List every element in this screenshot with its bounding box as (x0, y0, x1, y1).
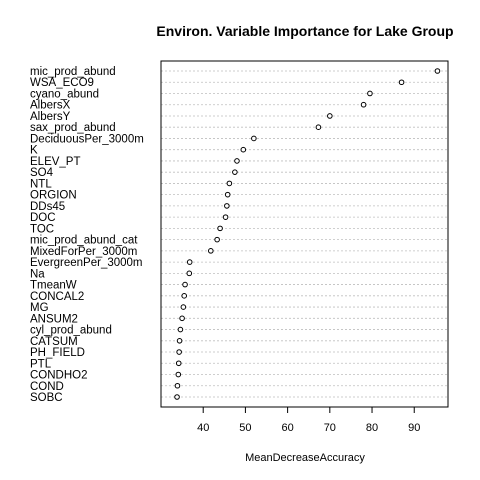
data-point (214, 236, 220, 243)
variable-label: ELEV_PT (30, 156, 81, 168)
data-point (174, 394, 180, 400)
x-tick-label: 90 (408, 422, 420, 434)
data-point (182, 281, 188, 288)
data-point (186, 259, 193, 265)
variable-label: ORGION (30, 190, 77, 202)
x-axis-label: MeanDecreaseAccuracy (245, 452, 365, 464)
variable-label: NTL (30, 178, 52, 190)
x-tick-label: 60 (281, 422, 293, 434)
x-tick-label: 40 (197, 422, 209, 434)
data-point (176, 349, 182, 355)
data-point (367, 90, 373, 97)
data-point (217, 225, 223, 232)
variable-label: DOC (30, 212, 56, 224)
data-point (224, 191, 231, 198)
variable-label: EvergreenPer_3000m (30, 257, 143, 269)
variable-label: cyl_prod_abund (30, 325, 112, 337)
variable-label: DeciduousPer_3000m (30, 133, 144, 145)
data-points (174, 68, 441, 400)
data-point (240, 146, 247, 153)
variable-label: SOBC (30, 392, 63, 404)
data-point (226, 180, 233, 187)
data-point (232, 169, 238, 175)
data-point (222, 214, 229, 220)
variable-label: DDs45 (30, 201, 65, 213)
chart-title: Environ. Variable Importance for Lake Gr… (156, 23, 453, 39)
variable-label: CONCAL2 (30, 291, 84, 303)
variable-label: AlbersY (30, 111, 71, 123)
variable-label: TmeanW (30, 280, 77, 292)
grid-lines (161, 70, 448, 398)
variable-label: cyano_abund (30, 88, 99, 100)
data-point (176, 337, 183, 344)
variable-label: MG (30, 302, 49, 314)
variable-label: PH_FIELD (30, 347, 85, 359)
data-point (208, 248, 214, 254)
x-axis: 40 50 60 70 80 90 (197, 406, 420, 434)
data-point (180, 304, 187, 310)
variable-label: MixedForPer_3000m (30, 246, 137, 258)
variable-label: CATSUM (30, 336, 78, 348)
data-point (327, 113, 333, 119)
x-tick-label: 50 (239, 422, 251, 434)
variable-label: COND (30, 381, 64, 393)
data-point (175, 371, 182, 378)
x-tick-label: 70 (324, 422, 336, 434)
variable-label: mic_prod_abund (30, 66, 116, 78)
variable-label: sax_prod_abund (30, 122, 116, 134)
data-point (224, 203, 230, 209)
variable-label: mic_prod_abund_cat (30, 235, 138, 247)
variable-label: AlbersX (30, 100, 71, 112)
data-point (181, 293, 188, 299)
data-point (179, 315, 185, 322)
data-point (434, 68, 441, 74)
data-point (251, 135, 257, 142)
data-point (398, 79, 405, 86)
variable-label: SO4 (30, 167, 54, 179)
variable-label: WSA_ECO9 (30, 77, 94, 89)
variable-labels: mic_prod_abundWSA_ECO9cyano_abundAlbersX… (30, 66, 144, 404)
variable-label: TOC (30, 223, 54, 235)
variable-label: K (30, 145, 38, 157)
plot-frame (160, 60, 449, 408)
data-point (177, 326, 184, 333)
variable-label: PTL (30, 358, 52, 370)
data-point (360, 101, 367, 108)
variable-label: ANSUM2 (30, 313, 78, 325)
variable-label: CONDHO2 (30, 370, 88, 382)
data-point (234, 158, 240, 164)
data-point (175, 360, 182, 367)
x-tick-label: 80 (366, 422, 378, 434)
data-point (174, 382, 181, 389)
data-point (315, 124, 322, 131)
variable-label: Na (30, 268, 45, 280)
data-point (186, 270, 193, 277)
